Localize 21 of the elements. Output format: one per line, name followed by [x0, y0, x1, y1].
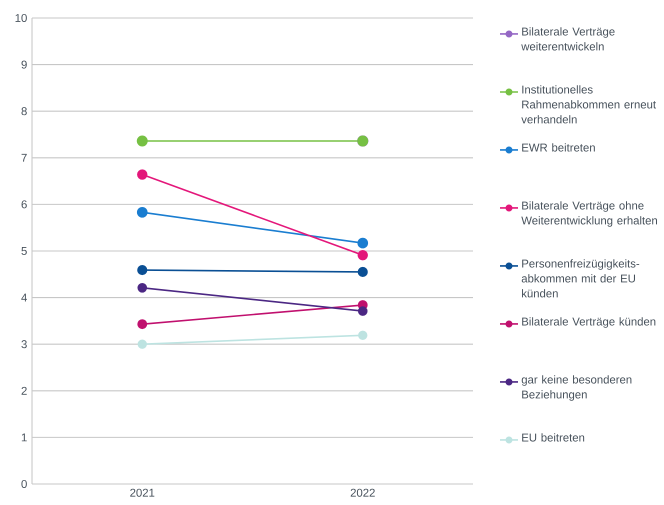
- y-tick-label: 1: [22, 433, 27, 442]
- legend-label: EWR beitreten: [522, 143, 595, 152]
- legend-label: gar keine besonderen Beziehungen: [522, 375, 632, 401]
- legend-label: Institutionelles Rahmenabkommen erneut verhandeln: [521, 85, 656, 124]
- legend-label: Bilaterale Verträge weiterentwickeln: [521, 27, 615, 51]
- y-tick-label: 2: [22, 386, 27, 395]
- y-tick-label: 0: [21, 480, 27, 488]
- y-tick-label: 9: [22, 60, 27, 69]
- y-tick-label: 7: [22, 154, 27, 162]
- y-tick-label: 4: [21, 294, 27, 302]
- x-tick-label: 2022: [350, 488, 375, 497]
- y-tick-label: 6: [22, 200, 27, 208]
- y-tick-label: 8: [21, 107, 27, 116]
- legend-label: Personenfreizügigkeits-abkommen mit der EU künden: [522, 259, 640, 298]
- legend-label: EU beitreten: [522, 433, 584, 442]
- y-tick-label: 10: [16, 14, 27, 22]
- y-tick-label: 5: [21, 247, 27, 255]
- legend-label: Bilaterale Verträge ohne Weiterentwicklung erhalten: [521, 201, 657, 227]
- legend-label: Bilaterale Verträge künden: [522, 317, 656, 328]
- x-tick-label: 2021: [130, 488, 154, 497]
- y-tick-label: 3: [21, 340, 27, 348]
